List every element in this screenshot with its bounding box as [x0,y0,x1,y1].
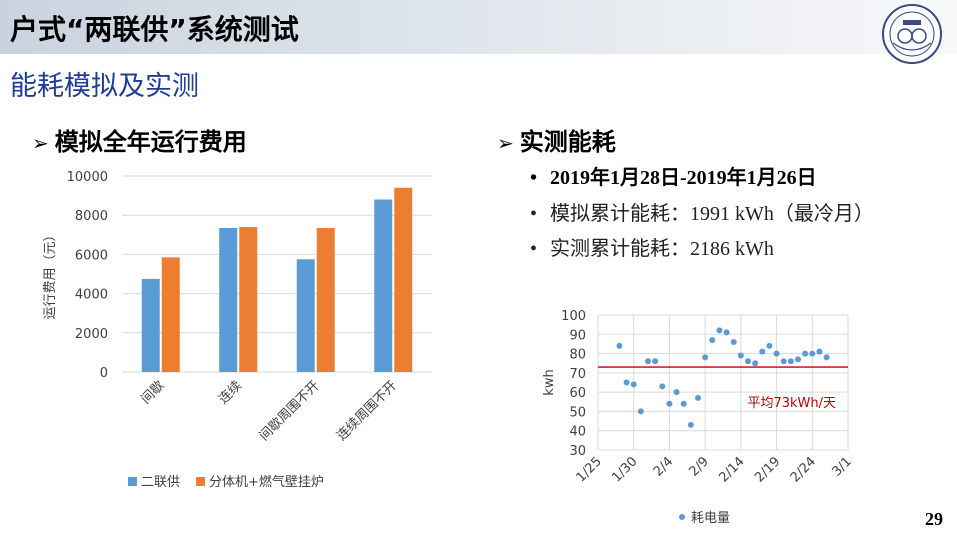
scatter-point [666,400,673,407]
arrow-right-icon: ➢ [32,131,49,155]
scatter-point [652,358,659,365]
legend-swatch [128,477,137,486]
bar [374,199,393,372]
x-tick-label: 连续周围不开 [334,378,400,444]
bullet-item: • 实测累计能耗：2186 kWh [530,238,774,260]
y-tick-label: 4000 [75,288,108,303]
bar [296,259,315,372]
scatter-point [680,400,687,407]
scatter-point [623,379,630,386]
scatter-point [759,348,766,355]
scatter-point [773,350,780,357]
x-tick-label: 连续 [215,378,245,408]
scatter-point [616,342,623,349]
y-tick-label: 70 [569,367,586,382]
y-tick-label: 90 [569,328,586,343]
y-tick-label: 30 [569,444,586,459]
title-bar [0,0,957,54]
x-tick-label: 2/9 [687,454,712,479]
bar [316,227,335,372]
scatter-point [630,381,637,388]
scatter-point [802,350,809,357]
legend-swatch [196,477,206,486]
average-line-label: 平均73kWh/天 [747,396,836,411]
scatter-point [673,389,680,396]
x-tick-label: 2/4 [651,454,676,479]
scatter-point [645,358,651,365]
legend-marker [679,514,685,520]
scatter-point [709,337,716,344]
bullet-text: 模拟累计能耗：1991 kWh（最冷月） [550,203,874,225]
y-tick-label: 40 [569,425,586,440]
right-section-heading-text: 实测能耗 [519,128,616,156]
scatter-point [795,356,801,363]
y-tick-label: 50 [569,405,586,420]
scatter-point [695,394,701,401]
x-tick-label: 间歇周围不开 [257,378,323,444]
scatter-point [702,354,709,361]
scatter-point [823,354,830,361]
bar [219,227,238,372]
y-tick-label: 10000 [67,170,108,185]
bullet-text: 实测累计能耗：2186 kWh [550,238,774,260]
bar [239,226,258,372]
arrow-right-icon: ➢ [497,131,514,155]
scatter-point [659,383,666,390]
university-seal-icon [882,4,942,64]
legend-label: 耗电量 [691,511,730,526]
scatter-point [745,358,751,365]
scatter-point [716,327,723,334]
scatter-point [780,358,787,365]
bar [394,187,413,372]
scatter-point [737,352,744,359]
legend-label: 分体机+燃气壁挂炉 [209,474,324,490]
x-tick-label: 2/24 [788,454,819,485]
y-tick-label: 80 [569,348,586,363]
x-tick-label: 2/19 [752,454,783,485]
left-section-heading-text: 模拟全年运行费用 [54,128,247,156]
y-tick-label: 6000 [75,248,108,263]
bar-chart: 0 2000 4000 6000 8000 10000 间歇 连续 间歇周围不开 连续周围不开 运行… [43,170,432,490]
x-tick-label: 2/14 [716,454,747,485]
scatter-point [809,350,816,357]
bullet-item: • 模拟累计能耗：1991 kWh（最冷月） [530,203,874,225]
slide-title: 户式“两联供”系统测试 [10,13,299,46]
scatter-point [723,329,730,336]
right-section-heading: ➢ 实测能耗 [497,122,616,157]
scatter-point [766,342,773,349]
left-section-heading: ➢ 模拟全年运行费用 [32,122,247,157]
y-axis-label: kwh [542,369,557,395]
bar [141,278,160,372]
y-axis-label: 运行费用（元） [43,228,58,319]
bar [161,257,180,372]
scatter-point [687,421,694,428]
scatter-point [752,360,759,367]
y-tick-label: 8000 [75,209,108,224]
scatter-point [787,358,794,365]
bullet-item: • 2019年1月28日-2019年1月26日 [530,167,817,189]
x-tick-label: 1/30 [609,454,640,485]
y-tick-label: 100 [561,309,586,324]
y-tick-label: 60 [569,386,586,401]
slide-subtitle: 能耗模拟及实测 [10,71,199,102]
legend-label: 二联供 [141,475,180,490]
bullet-text: 2019年1月28日-2019年1月26日 [550,167,817,189]
y-tick-label: 2000 [75,327,108,342]
scatter-point [816,348,823,355]
page-number: 29 [925,509,943,529]
x-tick-label: 3/1 [829,454,854,479]
y-tick-label: 0 [100,366,108,381]
x-tick-label: 间歇 [139,378,168,407]
scatter-point [730,339,737,345]
scatter-point [637,408,644,415]
